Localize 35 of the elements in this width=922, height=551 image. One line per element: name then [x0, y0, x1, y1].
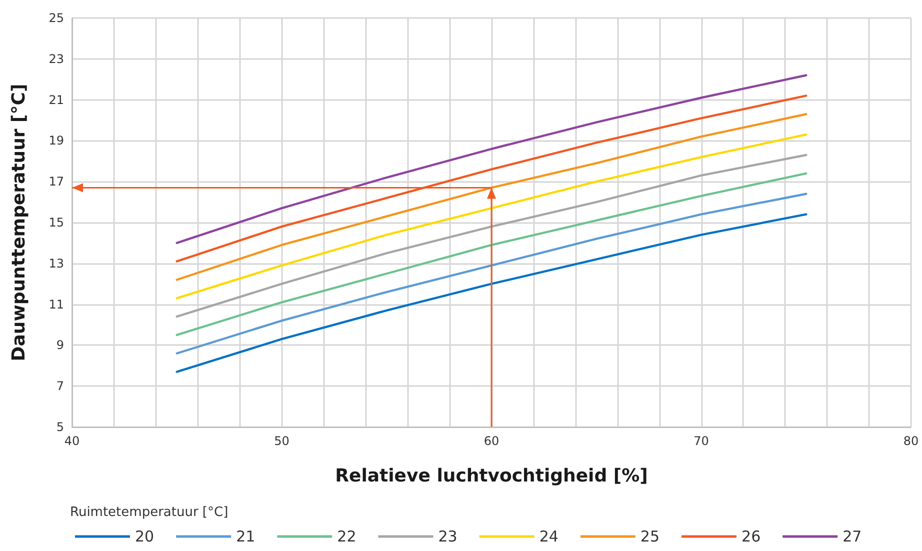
- line-series: [176, 74, 808, 244]
- legend-label: 23: [438, 528, 458, 546]
- y-tick-label: 19: [48, 134, 64, 148]
- line-series: [176, 133, 808, 300]
- y-tick-label: 11: [48, 297, 64, 312]
- y-tick-label: 17: [48, 174, 64, 189]
- legend-title: Ruimtetemperatuur [°C]: [70, 505, 228, 520]
- y-tick-label: 25: [48, 11, 64, 25]
- line-series: [176, 154, 808, 318]
- x-axis-title: Relatieve luchtvochtigheid [%]: [335, 466, 648, 486]
- x-tick-label: 40: [64, 434, 80, 448]
- y-tick-label: 21: [48, 92, 64, 107]
- line-series: [176, 213, 808, 373]
- legend-label: 27: [842, 528, 862, 546]
- legend-label: 25: [640, 528, 660, 546]
- legend-label: 26: [742, 528, 761, 546]
- line-series: [176, 113, 808, 281]
- y-tick-label: 15: [48, 216, 64, 230]
- x-tick-label: 60: [484, 434, 500, 448]
- legend-label: 24: [539, 528, 558, 546]
- line-series: [176, 94, 808, 262]
- y-tick-label: 5: [56, 420, 64, 434]
- x-tick-label: 50: [274, 434, 290, 448]
- y-tick-label: 7: [56, 379, 64, 394]
- x-tick-label: 70: [694, 434, 709, 448]
- y-tick-label: 23: [48, 52, 64, 66]
- x-tick-label: 80: [903, 434, 919, 448]
- y-tick-label: 13: [48, 256, 64, 270]
- legend-label: 21: [236, 528, 256, 546]
- legend-label: 20: [135, 528, 154, 546]
- y-tick-label: 9: [56, 338, 64, 352]
- legend-label: 22: [337, 528, 356, 546]
- line-series: [176, 192, 808, 354]
- y-axis-title: Dauwpunttemperatuur [°C]: [8, 84, 30, 362]
- line-series: [176, 172, 808, 336]
